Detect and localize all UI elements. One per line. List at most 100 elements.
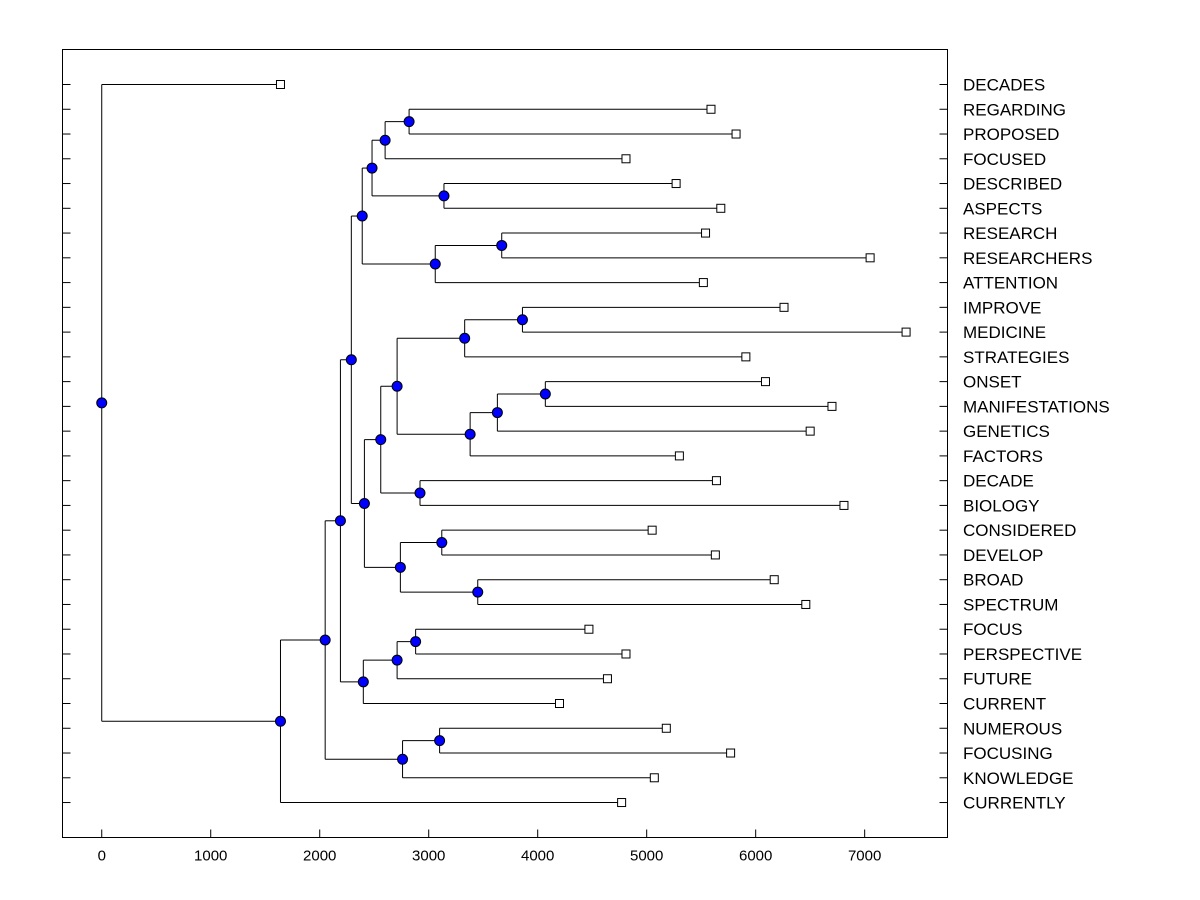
leaf-marker-decade — [711, 476, 721, 486]
leaf-label-attention: ATTENTION — [963, 274, 1058, 293]
merge-node-n9 — [459, 332, 471, 344]
merge-node-n4 — [366, 162, 378, 174]
leaf-label-current: CURRENT — [963, 695, 1046, 714]
leaf-marker-factors — [674, 451, 684, 461]
leaf-marker-described — [671, 179, 681, 189]
y-axis-ticks — [62, 84, 948, 804]
leaf-label-proposed: PROPOSED — [963, 125, 1059, 144]
merge-node-n21 — [410, 636, 422, 648]
leaf-marker-researchers — [865, 253, 875, 263]
merge-node-n10 — [539, 388, 551, 400]
merge-node-n17 — [472, 586, 484, 598]
leaf-label-focusing: FOCUSING — [963, 744, 1053, 763]
merge-node-n15 — [375, 434, 387, 446]
leaf-label-research: RESEARCH — [963, 224, 1057, 243]
x-tick-label-4000: 4000 — [521, 848, 554, 865]
leaf-marker-focused — [621, 154, 631, 164]
merge-node-n19 — [358, 497, 370, 509]
leaf-label-perspective: PERSPECTIVE — [963, 645, 1082, 664]
merge-node-n12 — [464, 428, 476, 440]
merge-node-n16 — [436, 537, 448, 549]
leaf-marker-manifestations — [827, 401, 837, 411]
merge-node-n28 — [274, 715, 286, 727]
leaf-marker-improve — [779, 302, 789, 312]
leaf-marker-strategies — [741, 352, 751, 362]
merge-node-n22 — [391, 654, 403, 666]
x-tick-label-5000: 5000 — [630, 848, 663, 865]
merge-node-n2 — [379, 134, 391, 146]
leaf-marker-onset — [760, 377, 770, 387]
branch-lines — [101, 84, 907, 804]
leaf-label-focused: FOCUSED — [963, 150, 1046, 169]
merge-node-n20 — [345, 354, 357, 366]
x-tick-label-3000: 3000 — [412, 848, 445, 865]
x-tick-label-6000: 6000 — [739, 848, 772, 865]
leaf-marker-biology — [839, 500, 849, 510]
merge-node-n3 — [438, 190, 450, 202]
leaf-label-aspects: ASPECTS — [963, 199, 1042, 218]
leaf-marker-develop — [710, 550, 720, 560]
leaf-label-develop: DEVELOP — [963, 546, 1043, 565]
leaf-label-considered: CONSIDERED — [963, 521, 1076, 540]
merge-node-n11 — [491, 407, 503, 419]
leaf-marker-decades — [275, 80, 285, 89]
merge-node-n8 — [516, 314, 528, 326]
leaf-label-strategies: STRATEGIES — [963, 348, 1069, 367]
leaf-marker-numerous — [661, 723, 671, 733]
leaf-label-knowledge: KNOWLEDGE — [963, 769, 1074, 788]
leaf-marker-medicine — [901, 327, 911, 337]
leaf-marker-aspects — [716, 203, 726, 213]
leaf-markers — [275, 80, 911, 808]
leaf-marker-proposed — [731, 129, 741, 139]
merge-node-markers — [96, 116, 551, 765]
leaf-labels: DECADES REGARDING PROPOSED FOCUSED DESCRIBED… — [963, 76, 1110, 813]
leaf-label-focus: FOCUS — [963, 620, 1023, 639]
leaf-label-broad: BROAD — [963, 571, 1023, 590]
leaf-marker-spectrum — [801, 599, 811, 609]
leaf-marker-focus — [584, 624, 594, 634]
merge-node-n13 — [391, 380, 403, 392]
x-tick-label-7000: 7000 — [848, 848, 881, 865]
leaf-label-biology: BIOLOGY — [963, 496, 1040, 515]
leaf-label-genetics: GENETICS — [963, 422, 1050, 441]
leaf-marker-considered — [647, 525, 657, 535]
leaf-marker-regarding — [706, 104, 716, 114]
leaf-label-spectrum: SPECTRUM — [963, 595, 1058, 614]
leaf-label-medicine: MEDICINE — [963, 323, 1046, 342]
leaf-label-onset: ONSET — [963, 373, 1022, 392]
x-tick-label-0: 0 — [98, 848, 106, 865]
leaf-label-numerous: NUMEROUS — [963, 719, 1062, 738]
merge-node-n1 — [403, 116, 415, 128]
merge-node-n23 — [357, 676, 369, 688]
merge-node-n6 — [429, 258, 441, 270]
leaf-label-researchers: RESEARCHERS — [963, 249, 1092, 268]
leaf-marker-current — [554, 699, 564, 708]
leaf-marker-knowledge — [649, 773, 659, 783]
leaf-marker-focusing — [726, 748, 736, 758]
merge-node-n27 — [319, 634, 331, 646]
merge-node-n14 — [414, 487, 426, 499]
merge-node-n29 — [96, 397, 108, 409]
plot-frame — [62, 49, 948, 838]
leaf-marker-research — [701, 228, 711, 238]
leaf-marker-genetics — [805, 426, 815, 436]
leaf-marker-future — [602, 674, 612, 684]
leaf-label-future: FUTURE — [963, 670, 1032, 689]
leaf-label-improve: IMPROVE — [963, 298, 1041, 317]
merge-node-n24 — [334, 515, 346, 527]
merge-node-n5 — [496, 239, 508, 251]
leaf-marker-perspective — [621, 649, 631, 659]
leaf-label-currently: CURRENTLY — [963, 794, 1066, 813]
x-tick-label-2000: 2000 — [303, 848, 336, 865]
merge-node-n26 — [397, 753, 409, 765]
leaf-label-decade: DECADE — [963, 472, 1034, 491]
x-tick-label-1000: 1000 — [194, 848, 227, 865]
merge-node-n7 — [356, 210, 368, 222]
merge-node-n18 — [394, 561, 406, 573]
leaf-label-decades: DECADES — [963, 76, 1045, 95]
leaf-label-described: DESCRIBED — [963, 175, 1062, 194]
merge-node-n25 — [434, 735, 446, 747]
leaf-marker-broad — [769, 575, 779, 585]
leaf-marker-currently — [617, 798, 627, 808]
